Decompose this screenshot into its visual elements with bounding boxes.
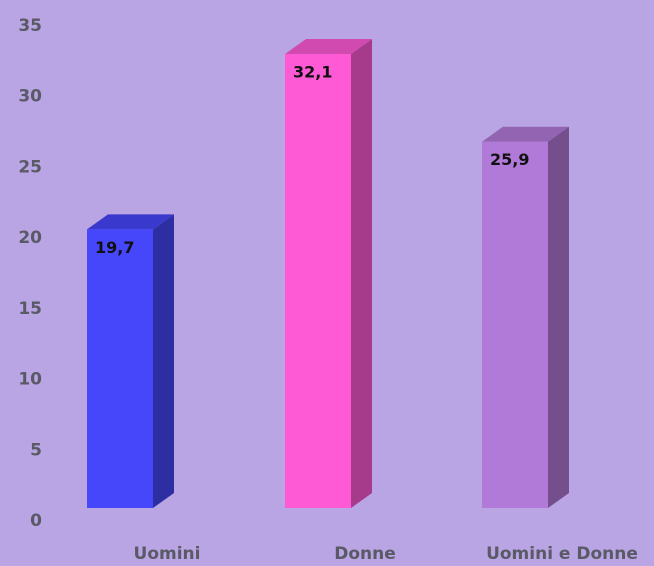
value-label: 19,7 bbox=[95, 238, 134, 257]
bar-side bbox=[153, 214, 174, 508]
y-tick-label: 25 bbox=[18, 157, 42, 177]
y-tick-label: 5 bbox=[30, 440, 42, 460]
bar-side bbox=[548, 126, 569, 508]
bar-front bbox=[482, 141, 548, 508]
y-tick-label: 10 bbox=[18, 370, 42, 390]
value-label: 32,1 bbox=[293, 63, 332, 82]
y-tick-label: 30 bbox=[18, 87, 42, 107]
value-label: 25,9 bbox=[490, 150, 529, 169]
y-tick-label: 20 bbox=[18, 228, 42, 248]
bar bbox=[87, 214, 174, 508]
bar bbox=[482, 126, 569, 508]
bar-side bbox=[351, 39, 372, 509]
x-tick-label: Uomini e Donne bbox=[486, 544, 638, 564]
bar bbox=[285, 39, 372, 509]
bar-front bbox=[285, 54, 351, 509]
bar-top bbox=[285, 39, 372, 55]
y-tick-label: 15 bbox=[18, 299, 42, 319]
y-tick-label: 0 bbox=[30, 511, 42, 531]
bar-top bbox=[482, 126, 569, 142]
bar-top bbox=[87, 214, 174, 230]
x-tick-label: Uomini bbox=[134, 544, 201, 564]
y-tick-label: 35 bbox=[18, 16, 42, 36]
bar-front bbox=[87, 229, 153, 508]
x-tick-label: Donne bbox=[334, 544, 396, 564]
